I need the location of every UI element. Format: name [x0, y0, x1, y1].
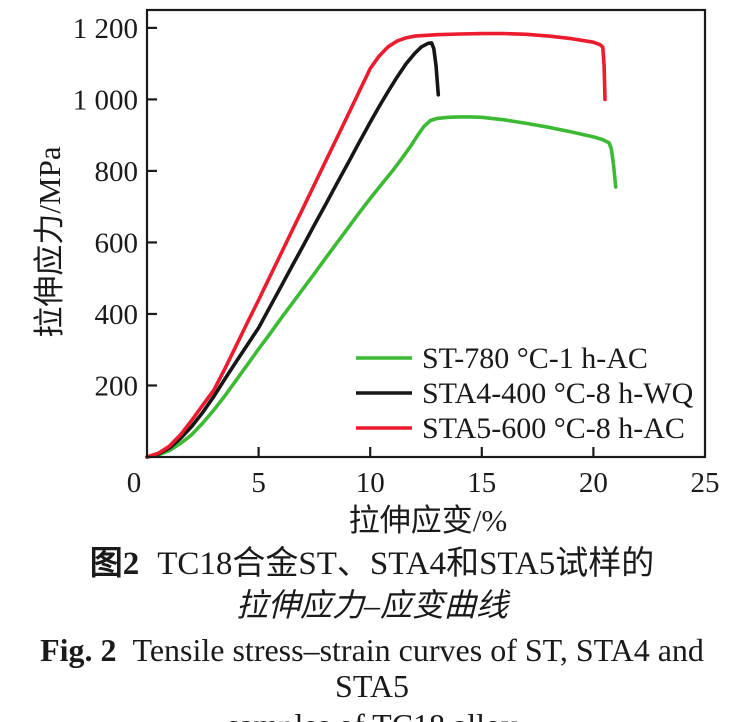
- curve-sta5-600c-8h-ac: [145, 31, 607, 459]
- x-axis-title: 拉伸应变/%: [349, 503, 507, 538]
- caption-en-line1: Fig. 2 Tensile stress–strain curves of ST…: [0, 631, 744, 705]
- curves-layer: [145, 31, 618, 459]
- y-tick-label: 800: [95, 156, 139, 188]
- stress-strain-chart: 200 400 600 800 1 000 1 200 0 5 10 15 20 25 ST-780 …: [32, 8, 720, 538]
- caption-zh-line2: 拉伸应力–应变曲线: [235, 586, 508, 623]
- y-tick-label: 200: [95, 370, 139, 402]
- y-axis-title: 拉伸应力/MPa: [32, 146, 67, 337]
- legend-label-sta5-600c-8h-ac: STA5-600 °C-8 h-AC: [422, 412, 685, 445]
- caption-zh-line1: 图2 TC18合金ST、STA4和STA5试样的: [0, 546, 744, 583]
- curve-st-780c-1h-ac: [145, 115, 618, 459]
- y-tick-label: 1 200: [73, 13, 138, 45]
- legend-label-st-780c-1h-ac: ST-780 °C-1 h-AC: [422, 342, 648, 375]
- caption-en-figure-number: Fig. 2: [40, 631, 117, 668]
- axes-layer: 200 400 600 800 1 000 1 200 0 5 10 15 20 25: [73, 8, 720, 499]
- y-tick-label: 1 000: [73, 84, 138, 116]
- y-tick-label: 400: [95, 299, 139, 331]
- x-tick-label: 25: [691, 467, 720, 499]
- caption-zh-title: TC18合金ST、STA4和STA5试样的: [157, 546, 655, 582]
- x-tick-label: 20: [579, 467, 608, 499]
- x-tick-label: 10: [356, 467, 385, 499]
- y-tick-label: 600: [95, 227, 139, 259]
- plot-frame: [145, 8, 707, 459]
- curve-sta4-400c-8h-wq: [145, 41, 441, 459]
- legend-label-sta4-400c-8h-wq: STA4-400 °C-8 h-WQ: [422, 377, 694, 410]
- caption-en-line2: samples of TC18 alloy: [0, 708, 744, 722]
- x-tick-label: 15: [467, 467, 496, 499]
- caption-zh-figure-number: 图2: [89, 546, 140, 582]
- caption-en-title: Tensile stress–strain curves of ST, STA4…: [132, 631, 704, 704]
- x-tick-label: 0: [127, 467, 142, 499]
- figure-caption: 图2 TC18合金ST、STA4和STA5试样的 拉伸应力–应变曲线 Fig. 2…: [0, 546, 744, 722]
- x-tick-label: 5: [251, 467, 266, 499]
